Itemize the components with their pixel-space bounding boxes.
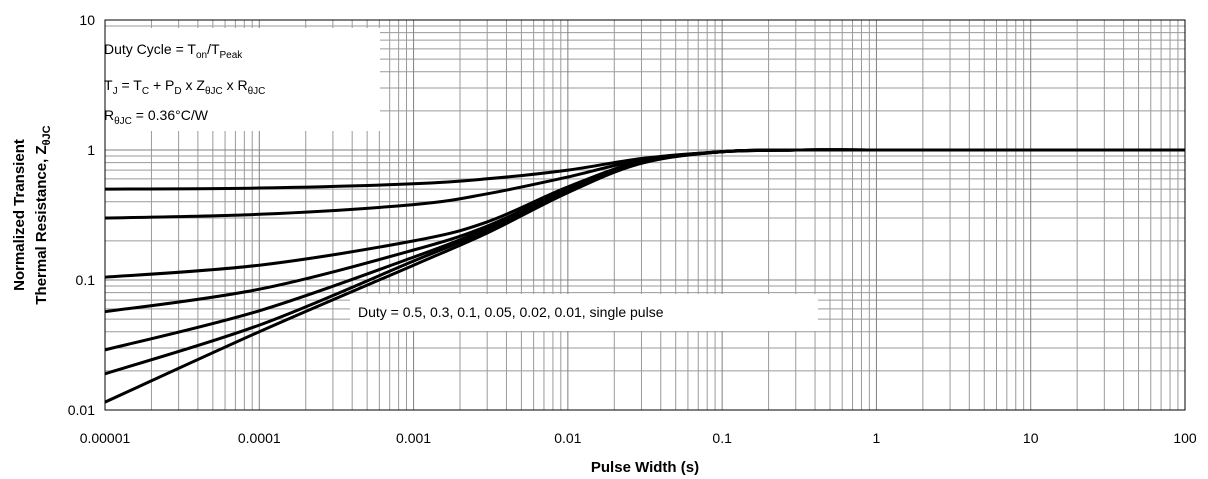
- x-tick-label: 0.00001: [80, 430, 131, 446]
- legend-box-formulas: [97, 28, 380, 131]
- series-layer: [104, 148, 1185, 404]
- x-tick-label: 0.01: [554, 430, 581, 446]
- y-axis-title-line1: Normalized Transient: [11, 139, 28, 291]
- series-line-7: [104, 148, 1185, 404]
- y-tick-label: 0.1: [76, 272, 96, 288]
- duty-list-label: Duty = 0.5, 0.3, 0.1, 0.05, 0.02, 0.01, …: [358, 304, 664, 320]
- annotation-layer: Duty Cycle = Ton/TPeak TJ = TC + PD x Zθ…: [97, 28, 818, 331]
- tj-formula: TJ = TC + PD x ZθJC x RθJC: [104, 77, 265, 97]
- x-tick-label: 1: [873, 430, 881, 446]
- legend-box-duty: [350, 294, 818, 331]
- x-tick-label: 0.1: [712, 430, 732, 446]
- x-tick-label: 0.001: [396, 430, 431, 446]
- x-tick-label: 10: [1023, 430, 1039, 446]
- y-tick-label: 10: [79, 12, 95, 28]
- duty-cycle-formula: Duty Cycle = Ton/TPeak: [104, 41, 243, 61]
- series-line-6: [104, 148, 1185, 376]
- x-axis-title: Pulse Width (s): [591, 459, 699, 476]
- x-tick-labels: 0.00001 0.0001 0.001 0.01 0.1 1 10 100: [80, 430, 1197, 446]
- x-tick-label: 0.0001: [238, 430, 281, 446]
- rthjc-value: RθJC = 0.36°C/W: [104, 107, 209, 127]
- x-tick-label: 100: [1173, 430, 1197, 446]
- y-tick-labels: 0.01 0.1 1 10: [68, 12, 95, 418]
- y-tick-label: 1: [87, 142, 95, 158]
- plot-frame: [104, 19, 1186, 411]
- series-line-4: [104, 148, 1185, 314]
- y-tick-label: 0.01: [68, 402, 95, 418]
- y-axis-title-line2: Thermal Resistance, ZθJC: [33, 125, 53, 304]
